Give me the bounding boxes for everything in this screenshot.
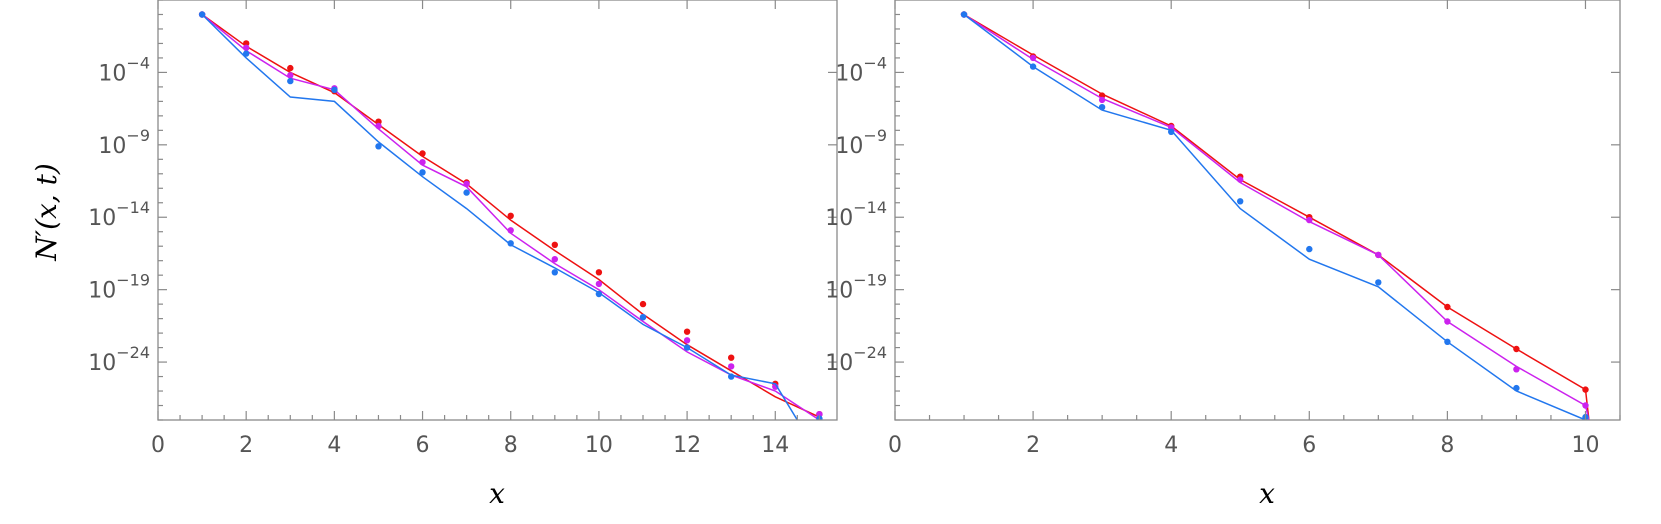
right-series-0-point-9 — [1582, 386, 1589, 393]
left-series-2-point-11 — [683, 344, 691, 351]
right-series-2-point-1 — [1029, 63, 1037, 70]
left-series-1-point-6 — [463, 180, 470, 188]
left-series-2-point-10 — [639, 314, 647, 321]
left-plot-area — [198, 11, 823, 420]
right-series-0-point-8 — [1513, 345, 1520, 353]
right-x-axis-label: x — [1259, 477, 1275, 510]
right-x-tick-label-0: 0 — [888, 433, 902, 458]
right-plot-frame — [894, 0, 1621, 421]
left-axes: 0 2 4 6 8 10 12 14 10−4 10−9 10−14 10−19 10−24 — [88, 0, 837, 458]
left-y-tick-label-4: 10−24 — [88, 343, 150, 376]
right-y-tick-label-3: 10−19 — [825, 271, 887, 304]
right-x-tick-label-4: 8 — [1440, 433, 1454, 458]
left-series-0-point-11 — [683, 328, 691, 335]
left-x-tick-label-5: 10 — [585, 433, 613, 458]
left-series-2-point-4 — [375, 143, 382, 150]
right-series-1-point-7 — [1444, 318, 1451, 325]
left-series-0-line — [201, 13, 820, 418]
left-series-1-point-1 — [243, 44, 250, 51]
left-series-2-point-0 — [198, 11, 206, 18]
right-series-1-point-4 — [1237, 176, 1244, 183]
left-series-1-point-4 — [375, 122, 382, 130]
right-series-2-point-0 — [960, 11, 968, 18]
left-series-1-point-7 — [507, 227, 514, 234]
left-series-2-point-2 — [287, 77, 294, 85]
left-series-2-point-7 — [507, 240, 514, 247]
left-series-2-point-3 — [331, 86, 338, 94]
left-x-tick-label-3: 6 — [416, 433, 430, 458]
left-x-tick-label-6: 12 — [673, 433, 701, 458]
right-series-2-point-3 — [1168, 128, 1175, 135]
right-y-tick-label-0: 10−4 — [835, 53, 887, 86]
right-series-1-line — [963, 13, 1590, 420]
left-series-0-point-5 — [419, 150, 426, 157]
left-series-2-point-12 — [728, 373, 735, 380]
left-series-2-point-6 — [463, 189, 470, 196]
y-axis-label: N′(x, t) — [30, 163, 63, 262]
left-series-0-point-8 — [551, 241, 558, 248]
right-series-2-point-7 — [1444, 338, 1451, 345]
left-series-0-point-12 — [728, 354, 735, 361]
right-chart-panel: 0 2 4 6 8 10 10−4 10−9 10−14 10−19 10−24 x — [825, 0, 1621, 510]
left-x-tick-label-7: 14 — [761, 433, 789, 458]
right-series-1-point-3 — [1168, 124, 1175, 131]
left-y-tick-label-3: 10−19 — [88, 271, 150, 304]
left-chart-panel: 0 2 4 6 8 10 12 14 10−4 10−9 10−14 10−19 10−24 x — [88, 0, 838, 510]
right-series-2-point-6 — [1375, 279, 1382, 286]
left-x-tick-label-1: 2 — [239, 433, 253, 458]
right-series-1-point-6 — [1375, 251, 1382, 259]
left-x-tick-label-4: 8 — [504, 433, 518, 458]
left-x-tick-label-2: 4 — [327, 433, 341, 458]
left-series-0-point-10 — [639, 300, 647, 308]
left-series-1-point-11 — [683, 337, 691, 344]
right-series-2-point-8 — [1513, 384, 1520, 392]
left-series-1-point-14 — [816, 411, 823, 418]
left-series-2-point-8 — [551, 269, 558, 276]
left-series-2-point-1 — [243, 50, 250, 57]
left-series-1-point-2 — [287, 72, 294, 79]
right-x-tick-label-1: 2 — [1026, 433, 1040, 458]
right-x-tick-label-2: 4 — [1164, 433, 1178, 458]
right-axes: 0 2 4 6 8 10 10−4 10−9 10−14 10−19 10−24 — [825, 0, 1621, 458]
left-series-0-point-1 — [243, 40, 250, 47]
left-y-tick-label-0: 10−4 — [98, 53, 150, 86]
right-series-2-point-4 — [1237, 198, 1244, 205]
left-x-tick-label-0: 0 — [151, 433, 165, 458]
left-series-1-point-8 — [551, 256, 558, 263]
right-series-2-point-2 — [1098, 104, 1106, 111]
right-series-1-point-9 — [1582, 402, 1589, 409]
right-y-tick-label-2: 10−14 — [825, 198, 887, 231]
left-series-1-point-9 — [595, 280, 603, 288]
right-series-1-point-5 — [1306, 216, 1313, 224]
left-series-1-point-12 — [728, 363, 735, 370]
left-x-axis-label: x — [489, 477, 505, 510]
right-series-2-point-5 — [1306, 245, 1313, 253]
right-series-1-point-8 — [1513, 366, 1520, 373]
left-series-0-point-2 — [287, 64, 294, 72]
left-series-0-point-7 — [507, 212, 514, 219]
right-y-tick-label-4: 10−24 — [825, 343, 887, 376]
left-series-2-point-5 — [419, 169, 426, 176]
left-series-2-point-9 — [595, 290, 603, 298]
right-plot-area — [960, 11, 1590, 420]
right-series-1-point-2 — [1098, 96, 1106, 104]
right-y-tick-label-1: 10−9 — [835, 126, 887, 159]
right-x-tick-label-3: 6 — [1302, 433, 1316, 458]
left-series-0-point-9 — [595, 269, 603, 276]
left-y-tick-label-2: 10−14 — [88, 198, 150, 231]
left-series-1-point-5 — [419, 159, 426, 166]
left-plot-frame — [157, 0, 838, 421]
left-y-tick-label-1: 10−9 — [98, 126, 150, 159]
right-series-1-point-1 — [1029, 54, 1037, 62]
right-series-0-point-7 — [1444, 303, 1451, 311]
right-x-tick-label-5: 10 — [1571, 433, 1599, 458]
right-series-2-line — [963, 13, 1586, 420]
right-series-0-line — [963, 13, 1590, 420]
